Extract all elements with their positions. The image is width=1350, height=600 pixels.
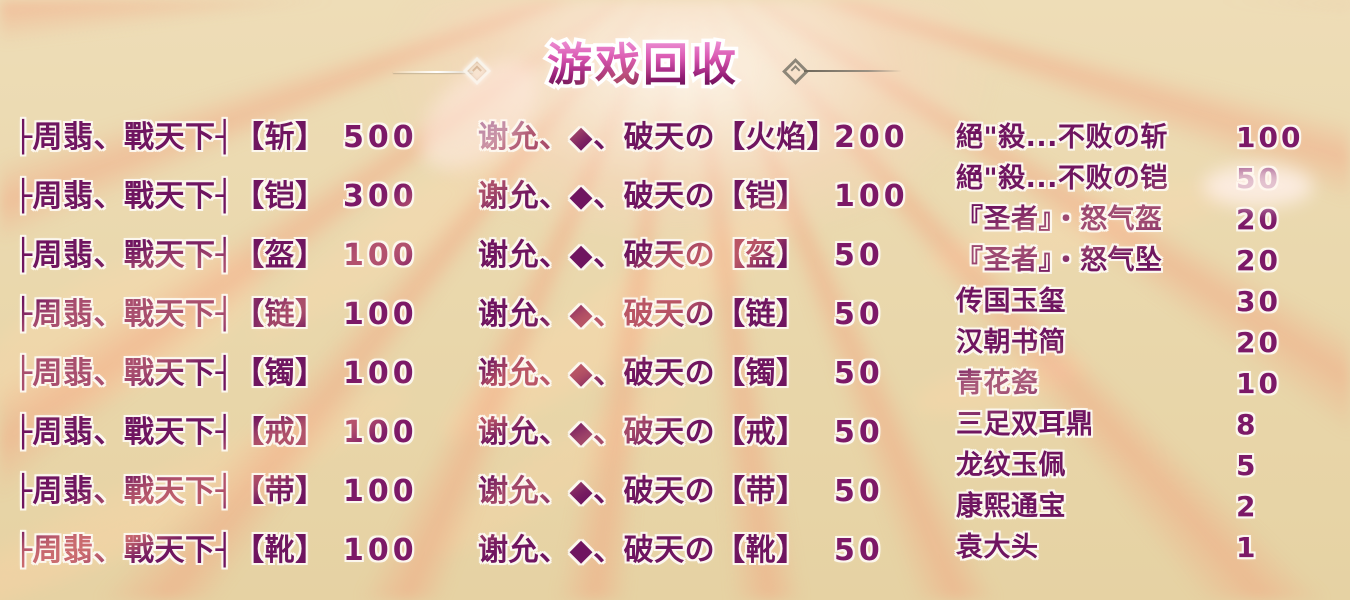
item-name: ├周翡、戰天下┤【斩】 [14, 119, 326, 155]
item-name: 谢允、◆、破天の【戒】 [478, 414, 807, 450]
item-price: 50 [834, 473, 884, 509]
item-price: 50 [1236, 161, 1281, 195]
item-price: 100 [343, 355, 418, 391]
list-item: 谢允、◆、破天の【靴】 50 [478, 521, 918, 580]
price-list-column-3: 絕"殺...不败の斩 100 絕"殺...不败の铠 50 『圣者』・怒气盔 20… [956, 117, 1336, 568]
list-item: ├周翡、戰天下┤【靴】 100 [14, 521, 454, 580]
item-name: 谢允、◆、破天の【靴】 [478, 532, 807, 568]
item-price: 20 [1236, 202, 1281, 236]
list-item: 絕"殺...不败の斩 100 [956, 117, 1336, 158]
list-item: 汉朝书简 20 [956, 322, 1336, 363]
item-price: 20 [1236, 325, 1281, 359]
item-name: 谢允、◆、破天の【盔】 [478, 237, 807, 273]
item-name: ├周翡、戰天下┤【链】 [14, 296, 326, 332]
item-price: 200 [834, 119, 909, 155]
header: 游戏回收 游戏回收 [0, 39, 1286, 91]
item-price: 50 [834, 296, 884, 332]
item-name: 谢允、◆、破天の【铠】 [478, 178, 807, 214]
item-name: 青花瓷 [956, 368, 1039, 399]
list-item: 『圣者』・怒气坠 20 [956, 240, 1336, 281]
list-item: ├周翡、戰天下┤【斩】 500 [14, 108, 454, 167]
list-item: ├周翡、戰天下┤【戒】 100 [14, 403, 454, 462]
list-item: 谢允、◆、破天の【链】 50 [478, 285, 918, 344]
list-item: ├周翡、戰天下┤【盔】 100 [14, 226, 454, 285]
item-name: ├周翡、戰天下┤【盔】 [14, 237, 326, 273]
item-name: 传国玉玺 [956, 286, 1066, 317]
item-price: 10 [1236, 366, 1281, 400]
item-price: 100 [343, 414, 418, 450]
item-price: 20 [1236, 243, 1281, 277]
item-price: 50 [834, 355, 884, 391]
item-price: 100 [343, 473, 418, 509]
list-item: ├周翡、戰天下┤【链】 100 [14, 285, 454, 344]
item-price: 50 [834, 532, 884, 568]
item-price: 8 [1236, 407, 1259, 441]
list-item: ├周翡、戰天下┤【带】 100 [14, 462, 454, 521]
list-item: 袁大头 1 [956, 527, 1336, 568]
price-list-column-1: ├周翡、戰天下┤【斩】 500 ├周翡、戰天下┤【铠】 300 ├周翡、戰天下┤… [14, 108, 454, 580]
item-price: 100 [1236, 120, 1304, 154]
page-title-text: 游戏回收 [546, 38, 739, 91]
item-name: 龙纹玉佩 [956, 450, 1066, 481]
item-name: 絕"殺...不败の斩 [956, 122, 1168, 153]
item-name: ├周翡、戰天下┤【镯】 [14, 355, 326, 391]
list-item: 谢允、◆、破天の【戒】 50 [478, 403, 918, 462]
item-name: 康熙通宝 [956, 491, 1066, 522]
price-list-column-2: 谢允、◆、破天の【火焰】 200 谢允、◆、破天の【铠】 100 谢允、◆、破天… [478, 108, 918, 580]
list-item: 谢允、◆、破天の【盔】 50 [478, 226, 918, 285]
item-price: 2 [1236, 489, 1259, 523]
item-name: ├周翡、戰天下┤【带】 [14, 473, 326, 509]
item-price: 300 [343, 178, 418, 214]
item-price: 100 [343, 237, 418, 273]
list-item: 青花瓷 10 [956, 363, 1336, 404]
item-name: 汉朝书简 [956, 327, 1066, 358]
item-price: 5 [1236, 448, 1259, 482]
item-name: 絕"殺...不败の铠 [956, 163, 1168, 194]
list-item: ├周翡、戰天下┤【镯】 100 [14, 344, 454, 403]
item-name: 『圣者』・怒气盔 [956, 204, 1163, 235]
item-name: 谢允、◆、破天の【带】 [478, 473, 807, 509]
list-item: 『圣者』・怒气盔 20 [956, 199, 1336, 240]
list-item: 谢允、◆、破天の【火焰】 200 [478, 108, 918, 167]
list-item: 谢允、◆、破天の【带】 50 [478, 462, 918, 521]
item-name: 谢允、◆、破天の【镯】 [478, 355, 807, 391]
item-price: 50 [834, 237, 884, 273]
list-item: 三足双耳鼎 8 [956, 404, 1336, 445]
list-item: 传国玉玺 30 [956, 281, 1336, 322]
list-item: ├周翡、戰天下┤【铠】 300 [14, 167, 454, 226]
list-item: 龙纹玉佩 5 [956, 445, 1336, 486]
list-item: 谢允、◆、破天の【铠】 100 [478, 167, 918, 226]
item-price: 100 [834, 178, 909, 214]
page-title: 游戏回收 游戏回收 [543, 39, 739, 91]
item-name: ├周翡、戰天下┤【铠】 [14, 178, 326, 214]
list-item: 絕"殺...不败の铠 50 [956, 158, 1336, 199]
list-item: 康熙通宝 2 [956, 486, 1336, 527]
item-price: 1 [1236, 530, 1259, 564]
item-name: 谢允、◆、破天の【链】 [478, 296, 807, 332]
item-price: 30 [1236, 284, 1281, 318]
item-name: ├周翡、戰天下┤【戒】 [14, 414, 326, 450]
item-price: 500 [343, 119, 418, 155]
item-name: 袁大头 [956, 532, 1039, 563]
item-name: 『圣者』・怒气坠 [956, 245, 1163, 276]
list-item: 谢允、◆、破天の【镯】 50 [478, 344, 918, 403]
item-price: 100 [343, 296, 418, 332]
item-price: 50 [834, 414, 884, 450]
item-name: 谢允、◆、破天の【火焰】 [478, 119, 838, 155]
item-name: ├周翡、戰天下┤【靴】 [14, 532, 326, 568]
item-price: 100 [343, 532, 418, 568]
item-name: 三足双耳鼎 [956, 409, 1094, 440]
